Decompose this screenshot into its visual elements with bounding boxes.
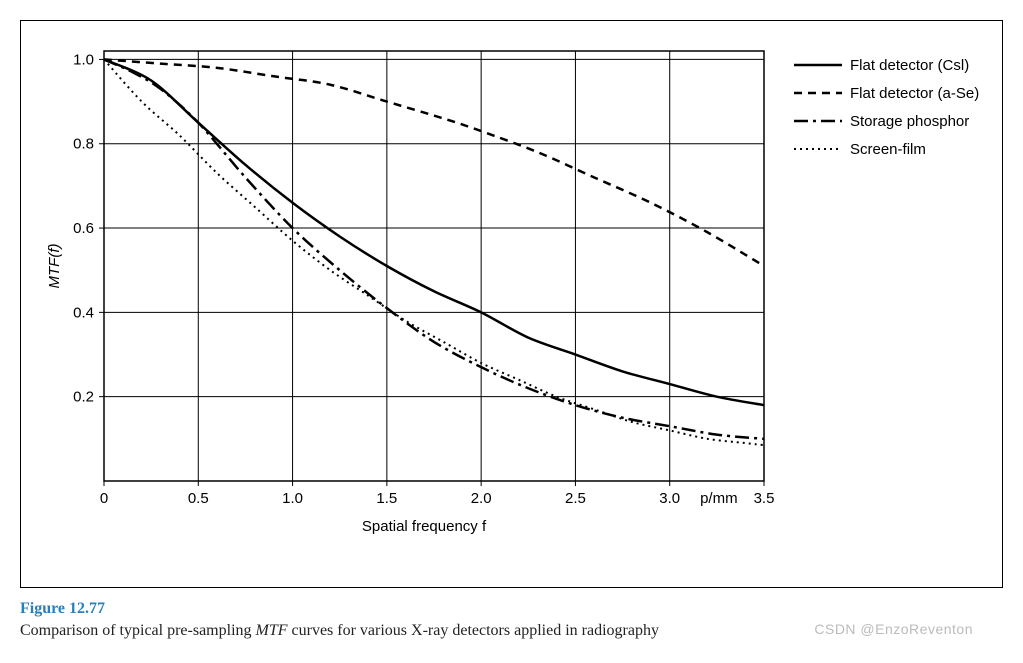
mtf-line-chart: 0.2 0.4 0.6 0.8 1.0 0 0.5 1.0 1.5 2.0 2.5 3.0 3.5 p/m…	[39, 39, 984, 569]
x-tick-label: 2.5	[565, 490, 586, 507]
legend-label: Storage phosphor	[850, 113, 969, 130]
y-axis-title: MTF(f)	[46, 244, 63, 289]
x-tick-label: 3.5	[754, 490, 775, 507]
legend-label: Flat detector (Csl)	[850, 57, 969, 74]
x-tick-label: 3.0	[659, 490, 680, 507]
y-tick-label: 0.2	[73, 389, 94, 406]
y-tick-label: 1.0	[73, 51, 94, 68]
x-tick-label: 0.5	[188, 490, 209, 507]
y-tick-label: 0.4	[73, 304, 94, 321]
x-axis-title: Spatial frequency f	[362, 518, 487, 535]
legend-label: Flat detector (a-Se)	[850, 85, 979, 102]
x-tick-label: 1.0	[282, 490, 303, 507]
figure-number: Figure 12.77	[20, 598, 1003, 620]
caption-part-2: curves for various X-ray detectors appli…	[292, 622, 659, 639]
figure-container: 0.2 0.4 0.6 0.8 1.0 0 0.5 1.0 1.5 2.0 2.5 3.0 3.5 p/m…	[20, 20, 1003, 643]
series-line	[104, 59, 764, 405]
y-tick-label: 0.6	[73, 220, 94, 237]
x-tick-label: 2.0	[471, 490, 492, 507]
legend-label: Screen-film	[850, 141, 926, 158]
caption-part-1: Comparison of typical pre-sampling	[20, 622, 252, 639]
chart-frame: 0.2 0.4 0.6 0.8 1.0 0 0.5 1.0 1.5 2.0 2.5 3.0 3.5 p/m…	[20, 20, 1003, 588]
series-line	[104, 59, 764, 266]
x-unit-label: p/mm	[700, 490, 738, 507]
y-tick-label: 0.8	[73, 136, 94, 153]
caption-em: MTF	[256, 622, 288, 639]
watermark-text: CSDN @EnzoReventon	[814, 621, 973, 637]
x-tick-label: 1.5	[376, 490, 397, 507]
series-line	[104, 59, 764, 445]
x-tick-label: 0	[100, 490, 108, 507]
